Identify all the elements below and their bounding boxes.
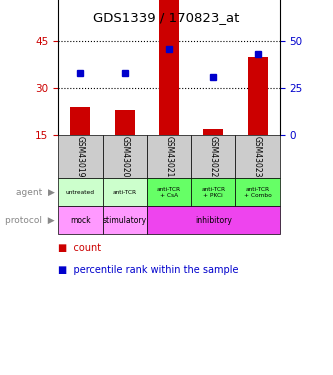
Text: anti-TCR
+ PKCi: anti-TCR + PKCi [201,187,225,198]
Bar [147,135,191,178]
Bar [248,57,267,135]
Text: anti-TCR
+ CsA: anti-TCR + CsA [157,187,181,198]
Bar [203,129,223,135]
Bar [147,178,191,206]
Text: protocol  ▶: protocol ▶ [5,216,55,225]
Text: agent  ▶: agent ▶ [16,188,55,196]
Text: ■  count: ■ count [58,243,102,252]
Text: GSM43022: GSM43022 [209,136,218,177]
Text: anti-TCR: anti-TCR [113,190,137,195]
Bar [115,110,135,135]
Bar [103,178,147,206]
Bar [191,178,235,206]
Text: mock: mock [70,216,91,225]
Text: stimulatory: stimulatory [103,216,147,225]
Bar [235,135,280,178]
Bar [58,135,103,178]
Text: GSM43019: GSM43019 [76,136,85,177]
Text: anti-TCR
+ Combo: anti-TCR + Combo [244,187,271,198]
Bar [103,135,147,178]
Text: inhibitory: inhibitory [195,216,232,225]
Text: GSM43020: GSM43020 [120,136,129,177]
Text: GDS1339 / 170823_at: GDS1339 / 170823_at [93,11,240,24]
Bar [58,206,103,234]
Bar [235,178,280,206]
Text: untreated: untreated [66,190,95,195]
Text: GSM43023: GSM43023 [253,136,262,177]
Bar [159,0,179,135]
Bar [71,107,90,135]
Bar [58,178,103,206]
Bar [103,206,147,234]
Bar [191,135,235,178]
Bar [147,206,280,234]
Text: GSM43021: GSM43021 [165,136,173,177]
Text: ■  percentile rank within the sample: ■ percentile rank within the sample [58,265,239,275]
